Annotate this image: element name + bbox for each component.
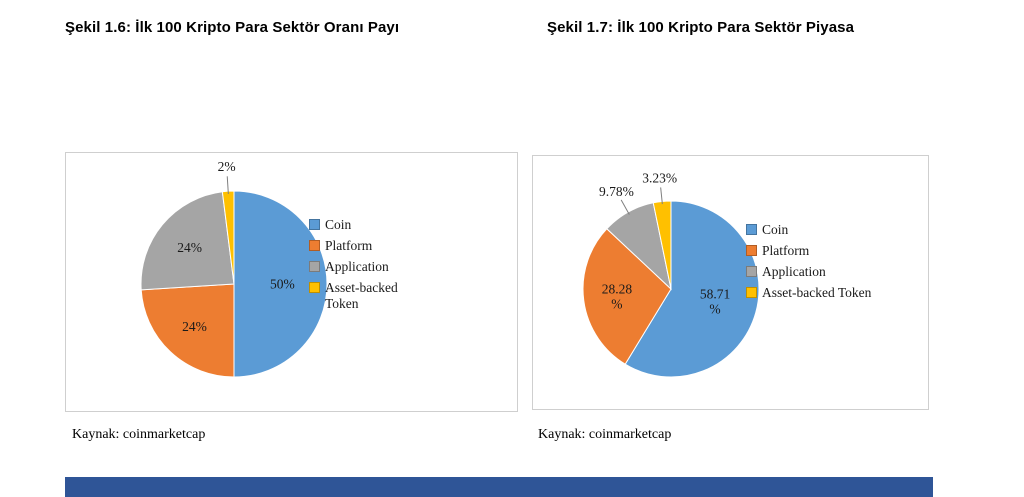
legend-label: Asset-backed Token <box>762 285 872 300</box>
label-leader-line <box>226 176 229 194</box>
legend-swatch <box>309 261 320 272</box>
pie-svg: 58.71 % 28.28 % 9.78% 3.23% <box>582 171 760 378</box>
pie-value-label: 24% <box>182 319 207 334</box>
legend-swatch <box>746 224 757 235</box>
legend-item: Coin <box>309 217 427 233</box>
figure-title-right: Şekil 1.7: İlk 100 Kripto Para Sektör Pi… <box>547 19 855 36</box>
pie-slice-application <box>140 191 235 291</box>
pie-slice-coin <box>233 190 328 378</box>
legend-swatch <box>309 282 320 293</box>
label-leader-line <box>620 199 630 215</box>
legend-swatch <box>309 240 320 251</box>
pie-chart-right: 58.71% 28.28% 9.78% 3.23% Coin Platform Applic… <box>533 156 928 409</box>
legend-label: Coin <box>325 217 352 232</box>
pie-value-label: 9.78% <box>599 184 634 199</box>
pie-value-label: 28.28% <box>602 282 633 312</box>
legend-item: Asset-backed Token <box>309 280 427 312</box>
legend-item: Platform <box>746 243 921 259</box>
legend-swatch <box>746 245 757 256</box>
pie-value-label: 24% <box>177 240 202 255</box>
bottom-accent-bar <box>65 477 933 497</box>
legend: Coin Platform Application Asset-backed Toke… <box>746 222 921 306</box>
source-caption-right: Kaynak: coinmarketcap <box>538 427 672 442</box>
pie-value-label: 2% <box>218 159 236 174</box>
legend-item: Application <box>309 259 427 275</box>
legend-swatch <box>746 287 757 298</box>
legend-label: Coin <box>762 222 789 237</box>
legend-item: Application <box>746 264 921 280</box>
legend-label: Platform <box>762 243 810 258</box>
pie-slice-platform <box>140 283 235 378</box>
legend-swatch <box>309 219 320 230</box>
pie-chart-left: 50% 24% 24% 2% Coin Platform Application Asset-… <box>66 153 517 411</box>
legend-label: Application <box>325 259 389 274</box>
legend: Coin Platform Application Asset-backed Toke… <box>309 217 427 317</box>
pie-svg: 50% 24% 24% 2% <box>140 159 328 378</box>
label-leader-line <box>660 187 663 205</box>
source-caption-left: Kaynak: coinmarketcap <box>72 427 206 442</box>
pie-slice-coin <box>624 200 760 378</box>
legend-item: Platform <box>309 238 427 254</box>
pie-value-label: 3.23% <box>642 171 677 186</box>
chart-box-left: 50% 24% 24% 2% Coin Platform Application Asset-… <box>65 152 518 412</box>
figure-title-left: Şekil 1.6: İlk 100 Kripto Para Sektör Or… <box>65 19 400 36</box>
legend-label: Asset-backed Token <box>325 280 398 311</box>
legend-swatch <box>746 266 757 277</box>
pie-slice-platform <box>582 228 672 365</box>
legend-item: Coin <box>746 222 921 238</box>
pie-value-label: 50% <box>270 277 295 292</box>
legend-label: Application <box>762 264 826 279</box>
chart-box-right: 58.71% 28.28% 9.78% 3.23% Coin Platform Applic… <box>532 155 929 410</box>
pie-value-label: 58.71% <box>700 287 730 317</box>
legend-label: Platform <box>325 238 373 253</box>
legend-item: Asset-backed Token <box>746 285 921 301</box>
